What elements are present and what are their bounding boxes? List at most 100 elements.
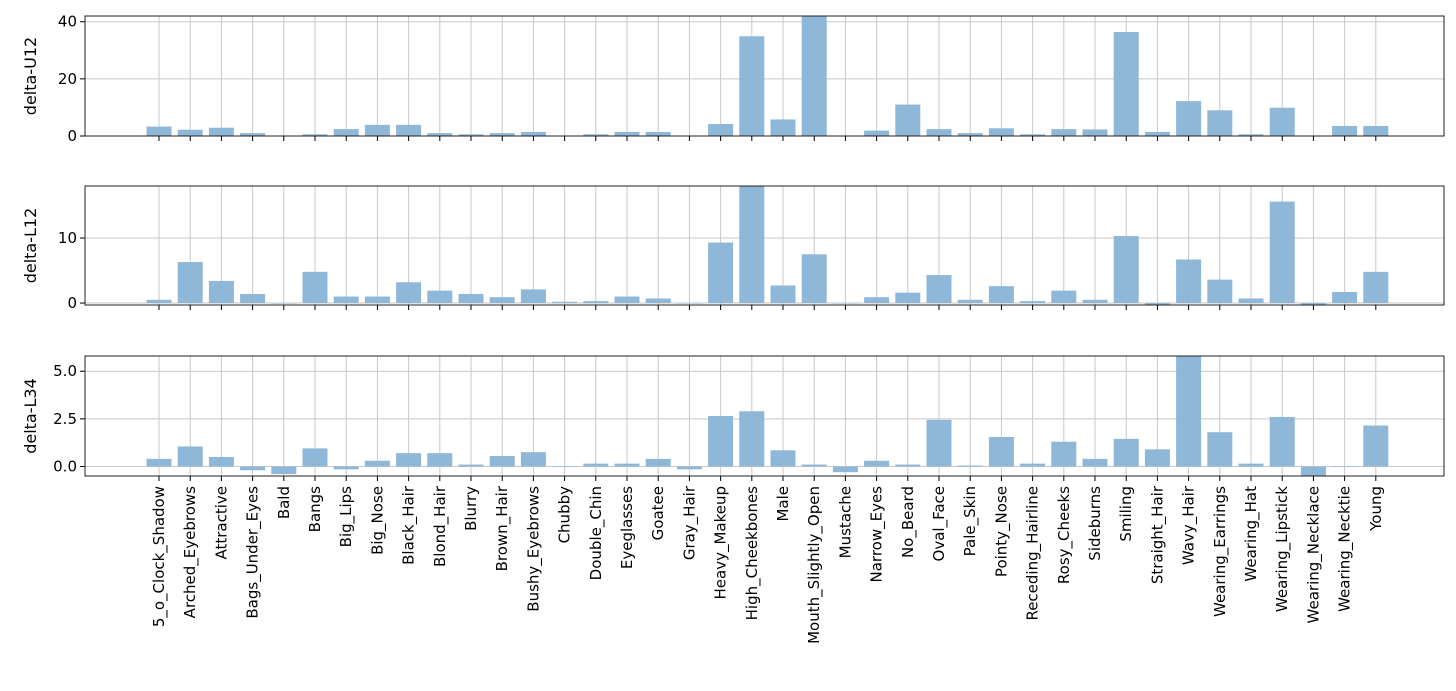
bar-Bags_Under_Eyes: [240, 293, 266, 304]
bar-Attractive: [208, 127, 234, 136]
bar-Receding_Hairline: [1020, 134, 1046, 136]
bar-Narrow_Eyes: [864, 130, 890, 136]
bar-Sideburns: [1082, 299, 1108, 304]
bar-Blond_Hair: [427, 290, 453, 304]
panel-2: 0 10 delta-L12: [21, 185, 1445, 312]
bar-Heavy_Makeup: [708, 124, 734, 136]
bar-Young: [1363, 271, 1389, 304]
bar-Smiling: [1113, 32, 1139, 136]
bar-Narrow_Eyes: [864, 297, 890, 304]
bar-Sideburns: [1082, 129, 1108, 136]
bar-Pointy_Nose: [988, 436, 1014, 467]
bar-Wearing_Hat: [1238, 298, 1264, 304]
x-tick-label: Wavy_Hair: [1180, 485, 1199, 565]
bar-Goatee: [645, 458, 671, 467]
bar-Rosy_Cheeks: [1051, 129, 1077, 136]
bar-Goatee: [645, 298, 671, 304]
bar-No_Beard: [895, 292, 921, 304]
x-tick-label: Chubby: [556, 486, 574, 544]
bar-Gray_Hair: [676, 303, 702, 304]
x-tick-label: Mustache: [836, 486, 854, 558]
x-tick-label: Blurry: [462, 486, 480, 531]
x-tick-label: Narrow_Eyes: [868, 486, 887, 583]
bar-Big_Nose: [364, 296, 390, 304]
x-tick-label: 5_o_Clock_Shadow: [150, 486, 169, 627]
bar-Narrow_Eyes: [864, 460, 890, 467]
bar-Big_Nose: [364, 124, 390, 136]
x-tick-label: Bangs: [306, 486, 324, 533]
bar-Straight_Hair: [1144, 132, 1170, 136]
x-tick-label: Pointy_Nose: [992, 486, 1011, 577]
bar-Wavy_Hair: [1176, 259, 1202, 304]
bar-Oval_Face: [926, 275, 952, 304]
bar-Big_Lips: [333, 296, 359, 304]
bar-Big_Lips: [333, 129, 359, 136]
bar-Bald: [271, 303, 297, 304]
bar-Attractive: [208, 456, 234, 467]
bar-Bushy_Eyebrows: [520, 289, 546, 304]
bar-Bald: [271, 466, 297, 475]
bar-Goatee: [645, 132, 671, 136]
bar-High_Cheekbones: [739, 411, 765, 467]
bar-Pointy_Nose: [988, 286, 1014, 304]
bar-Bushy_Eyebrows: [520, 132, 546, 136]
bar-No_Beard: [895, 104, 921, 136]
x-tick-label: Big_Nose: [368, 486, 387, 555]
bar-Smiling: [1113, 236, 1139, 304]
y-tick-label: 0: [67, 294, 77, 312]
x-tick-label: Wearing_Hat: [1242, 486, 1261, 582]
x-tick-label: Sideburns: [1086, 486, 1104, 561]
y-axis-label: delta-L34: [21, 378, 40, 454]
x-tick-label: Bushy_Eyebrows: [524, 486, 543, 612]
y-tick-label: 10: [58, 229, 77, 247]
bar-Attractive: [208, 280, 234, 304]
x-tick-label: Oval_Face: [930, 486, 949, 561]
bar-Male: [770, 450, 796, 467]
bar-Pale_Skin: [957, 299, 983, 304]
bar-Black_Hair: [396, 124, 422, 136]
x-tick-label: No_Beard: [899, 486, 918, 558]
bar-Straight_Hair: [1144, 449, 1170, 467]
y-tick-label: 20: [58, 70, 77, 88]
bar-Wearing_Earrings: [1207, 432, 1233, 467]
x-tick-label: Gray_Hair: [680, 485, 699, 560]
x-tick-label: Wearing_Lipstick: [1273, 486, 1292, 612]
bar-Mouth_Slightly_Open: [801, 464, 827, 467]
bar-Mouth_Slightly_Open: [801, 254, 827, 304]
bar-Brown_Hair: [489, 297, 515, 304]
bar-Wavy_Hair: [1176, 101, 1202, 136]
bar-Wearing_Necktie: [1332, 126, 1358, 136]
x-tick-label: Blond_Hair: [431, 485, 450, 567]
bar-Double_Chin: [583, 134, 609, 136]
bar-Wearing_Earrings: [1207, 279, 1233, 304]
bar-Arched_Eyebrows: [177, 446, 203, 467]
x-category-labels: 5_o_Clock_Shadow Arched_Eyebrows Attractiv…: [150, 485, 1385, 644]
bar-Bags_Under_Eyes: [240, 133, 266, 136]
bar-Bangs: [302, 448, 328, 467]
panel-1: 0 20 40 delta-U12: [21, 13, 1445, 145]
bar-Blurry: [458, 134, 484, 136]
x-tick-label: Mouth_Slightly_Open: [805, 486, 824, 644]
bar-Chubby: [552, 466, 578, 467]
bar-Brown_Hair: [489, 456, 515, 467]
x-tick-label: Male: [774, 486, 792, 522]
axes-frame: [84, 15, 1445, 137]
bar-Rosy_Cheeks: [1051, 290, 1077, 304]
bar-Blurry: [458, 293, 484, 304]
bar-Wearing_Earrings: [1207, 110, 1233, 136]
bar-Receding_Hairline: [1020, 463, 1046, 467]
bar-Receding_Hairline: [1020, 301, 1046, 304]
bar-Rosy_Cheeks: [1051, 441, 1077, 467]
bar-5_o_Clock_Shadow: [146, 458, 172, 467]
bar-Blond_Hair: [427, 133, 453, 136]
bar-Eyeglasses: [614, 132, 640, 136]
x-tick-label: Wearing_Earrings: [1211, 486, 1230, 617]
bar-Bushy_Eyebrows: [520, 452, 546, 467]
x-tick-label: Bags_Under_Eyes: [244, 486, 263, 619]
bar-Wearing_Necklace: [1300, 303, 1326, 305]
bar-High_Cheekbones: [739, 186, 765, 304]
bar-5_o_Clock_Shadow: [146, 126, 172, 136]
bar-Black_Hair: [396, 282, 422, 304]
